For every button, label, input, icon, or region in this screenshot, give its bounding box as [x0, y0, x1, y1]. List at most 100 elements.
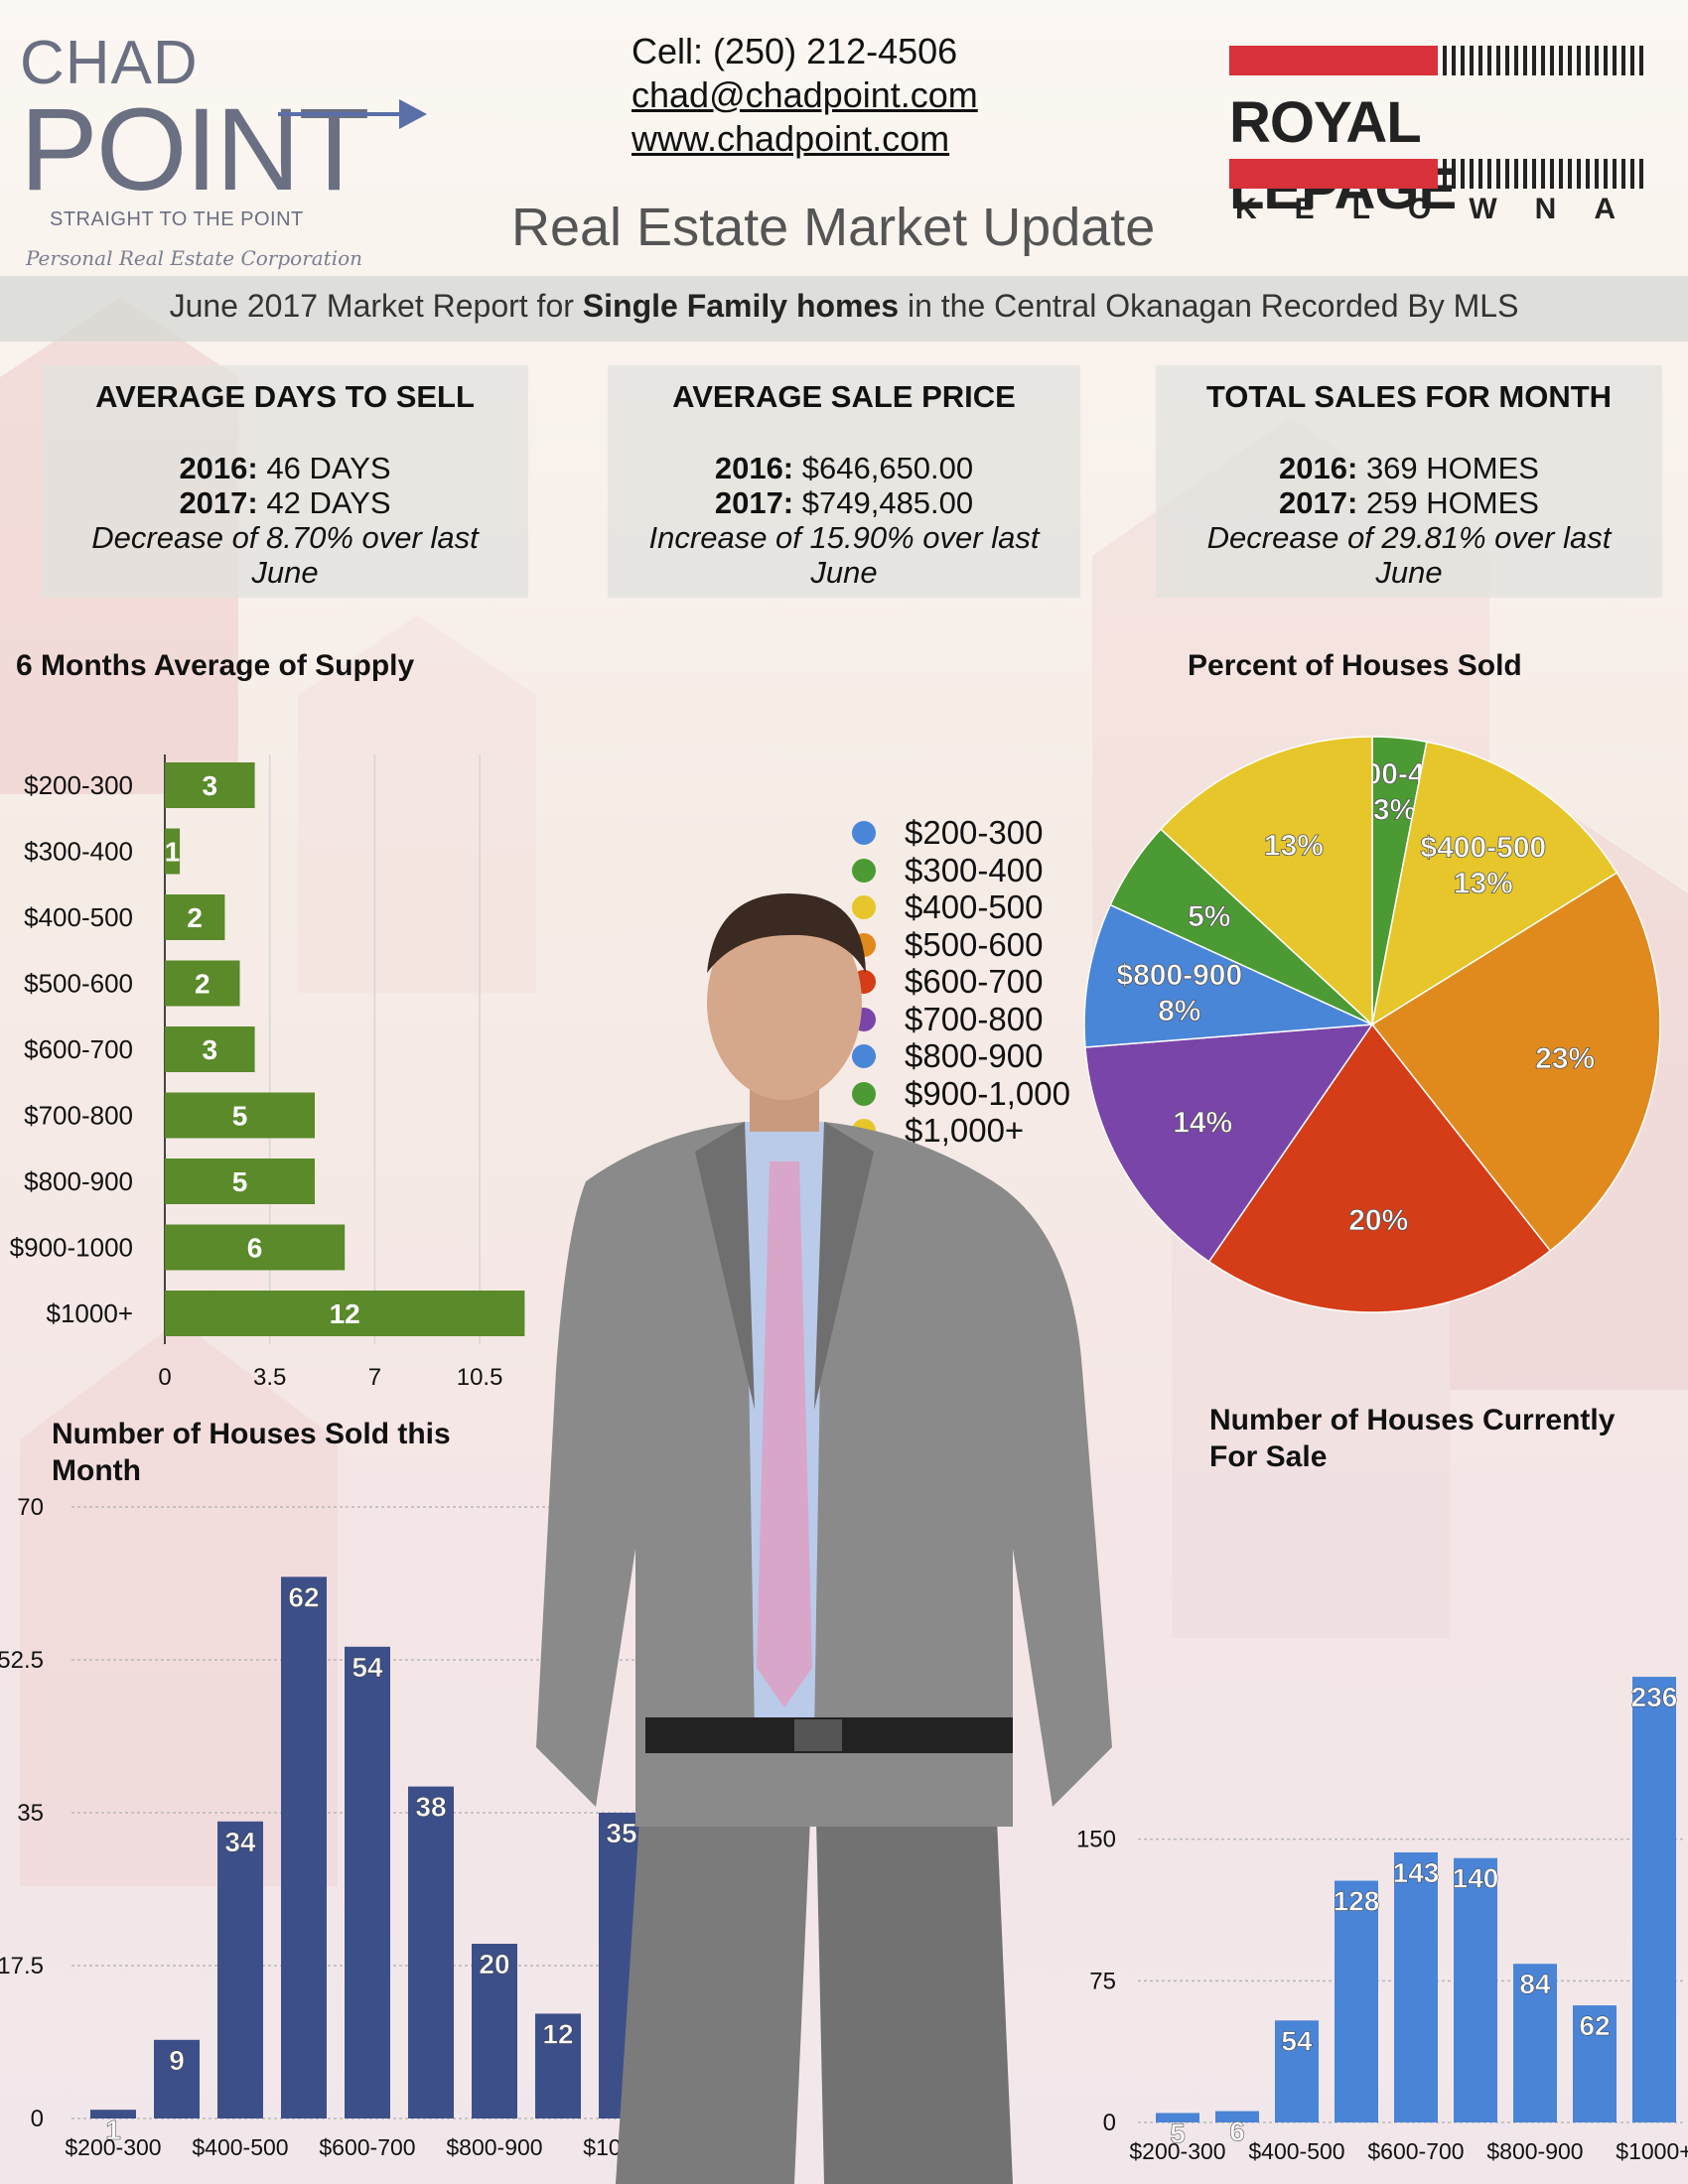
- email-link[interactable]: chad@chadpoint.com: [632, 74, 978, 115]
- legend-label: $1,000+: [905, 1112, 1025, 1149]
- supply-data-label: 5: [232, 1101, 248, 1132]
- supply-bar: [165, 960, 240, 1007]
- supply-data-label: 12: [330, 1298, 360, 1329]
- pie-slice-label: 3%: [1373, 793, 1416, 826]
- sold-chart-data-label: 62: [288, 1581, 319, 1612]
- legend-item: $800-900: [850, 1037, 1070, 1075]
- supply-chart-title: 6 Months Average of Supply: [16, 649, 415, 682]
- supply-category-label: $400-500: [24, 902, 133, 932]
- sold-chart-x-tick: $600-700: [319, 2134, 415, 2160]
- royal-lepage-logo: ROYAL LEPAGE KELOWNA: [1229, 42, 1646, 230]
- supply-bar: [165, 762, 255, 808]
- supply-category-label: $700-800: [24, 1101, 133, 1131]
- supply-data-label: 2: [195, 969, 211, 1000]
- sold-chart-y-tick: 17.5: [0, 1953, 44, 1979]
- supply-bar: [165, 828, 181, 875]
- contact-block: Cell: (250) 212-4506 chad@chadpoint.com …: [632, 30, 978, 161]
- legend-swatch: [852, 821, 876, 845]
- website-link[interactable]: www.chadpoint.com: [632, 118, 950, 159]
- forsale-chart-x-tick: $600-700: [1367, 2138, 1464, 2164]
- stat-change-month: June: [810, 555, 878, 590]
- pie-slice-label: 20%: [1348, 1204, 1408, 1237]
- supply-x-tick: 0: [158, 1364, 171, 1391]
- sold-chart-bar: [535, 2013, 581, 2118]
- forsale-chart-data-label: 54: [1281, 2025, 1313, 2056]
- pie-slice: [1370, 872, 1661, 1253]
- subtitle-text-b: in the Central Okanagan Recorded By MLS: [899, 288, 1519, 324]
- forsale-title-line-2: For Sale: [1209, 1440, 1328, 1473]
- pie-chart-title: Percent of Houses Sold: [1188, 649, 1522, 682]
- sold-chart-bar: [345, 1646, 390, 2118]
- supply-bar: [165, 1224, 346, 1271]
- stat-change-month: June: [1375, 555, 1443, 590]
- sold-chart-data-label: 12: [542, 2018, 573, 2049]
- supply-category-label: $900-1000: [10, 1233, 133, 1263]
- legend-label: $900-1,000: [905, 1074, 1070, 1112]
- legend-label: $300-400: [905, 851, 1044, 888]
- legend-label: $400-500: [905, 888, 1044, 925]
- stat-change: Decrease of 8.70% over last: [91, 520, 479, 555]
- pie-slice-name: $800-900: [1116, 959, 1242, 992]
- subtitle-band: [0, 276, 1688, 341]
- forsale-chart-bar: [1275, 2020, 1319, 2122]
- supply-x-tick: 3.5: [253, 1364, 286, 1391]
- legend-swatch: [852, 1081, 876, 1106]
- forsale-chart-bar: [1573, 2005, 1617, 2122]
- brokerage-city: KELOWNA: [1235, 193, 1653, 225]
- forsale-chart-x-tick: $1000+: [1616, 2138, 1688, 2164]
- supply-bar: [165, 1159, 315, 1204]
- sold-chart-bar: [281, 1576, 327, 2118]
- forsale-chart-data-label: 128: [1334, 1886, 1380, 1917]
- legend-item: $600-700: [850, 963, 1070, 1001]
- forsale-chart-data-label: 84: [1519, 1969, 1551, 1999]
- pie-slice-label: 8%: [1158, 995, 1200, 1027]
- arrow-icon: [278, 99, 427, 129]
- forsale-chart-bar: [1632, 1677, 1676, 2122]
- stat-average-price: AVERAGE SALE PRICE 2016: $646,650.00 201…: [608, 365, 1080, 598]
- supply-category-label: $500-600: [24, 969, 133, 999]
- pie-slice-label: 5%: [1188, 900, 1230, 933]
- subtitle-bold: Single Family homes: [582, 288, 900, 324]
- pie-slice-label: 13%: [1264, 829, 1324, 862]
- pie-slice-name: $400-500: [1420, 832, 1546, 865]
- supply-bar: [165, 1291, 525, 1336]
- forsale-chart-bar: [1156, 2113, 1199, 2122]
- sold-chart-data-label: 38: [415, 1792, 446, 1823]
- forsale-chart-x-tick: $400-500: [1248, 2138, 1344, 2164]
- sold-chart-bar: [408, 1786, 454, 2118]
- supply-data-label: 5: [232, 1166, 248, 1197]
- sold-bar-chart: 0 17.5 35 52.5 70 1$200-300 9 34 $400-500 62 54 $60…: [0, 1494, 660, 2160]
- stat-2016: 2016: 46 DAYS: [179, 451, 391, 485]
- legend-swatch: [852, 1044, 876, 1068]
- forsale-chart-data-label: 140: [1453, 1863, 1499, 1894]
- cell-phone: Cell: (250) 212-4506: [632, 31, 958, 71]
- pie-slice: [1159, 736, 1373, 1026]
- supply-category-label: $800-900: [24, 1166, 133, 1196]
- sold-chart-x-tick: $200-300: [65, 2134, 161, 2160]
- agent-photo: [536, 893, 1112, 2184]
- forsale-chart-x-tick: $200-300: [1129, 2138, 1225, 2164]
- stat-heading: TOTAL SALES FOR MONTH: [1205, 379, 1613, 414]
- stat-2017: 2017: $749,485.00: [714, 485, 974, 520]
- forsale-chart-data-label: 5: [1170, 2117, 1186, 2148]
- sold-title-line-2: Month: [52, 1454, 141, 1487]
- stat-change: Increase of 15.90% over last: [648, 520, 1040, 555]
- legend-swatch: [852, 895, 876, 919]
- legend-item: $400-500: [850, 888, 1070, 926]
- legend-label: $600-700: [905, 963, 1044, 1000]
- forsale-chart-x-tick: $800-900: [1486, 2138, 1583, 2164]
- logo-text-point: POINT: [20, 84, 370, 215]
- supply-bar: [165, 894, 225, 940]
- chad-point-logo: CHAD POINT STRAIGHT TO THE POINT Persona…: [20, 20, 427, 278]
- sold-chart-data-label: 9: [169, 2045, 185, 2076]
- forsale-chart-title: Number of Houses Currently For Sale: [1209, 1402, 1615, 1475]
- stat-2017: 2017: 42 DAYS: [179, 485, 391, 520]
- forsale-chart-bar: [1335, 1880, 1378, 2122]
- pie-slice-label: 13%: [1454, 868, 1513, 900]
- forsale-title-line-1: Number of Houses Currently: [1209, 1404, 1616, 1436]
- pie-slice-label: 14%: [1173, 1107, 1232, 1140]
- forsale-chart-bar: [1513, 1964, 1557, 2122]
- forsale-chart-bar: [1454, 1857, 1497, 2122]
- logo-tagline: STRAIGHT TO THE POINT: [50, 208, 304, 230]
